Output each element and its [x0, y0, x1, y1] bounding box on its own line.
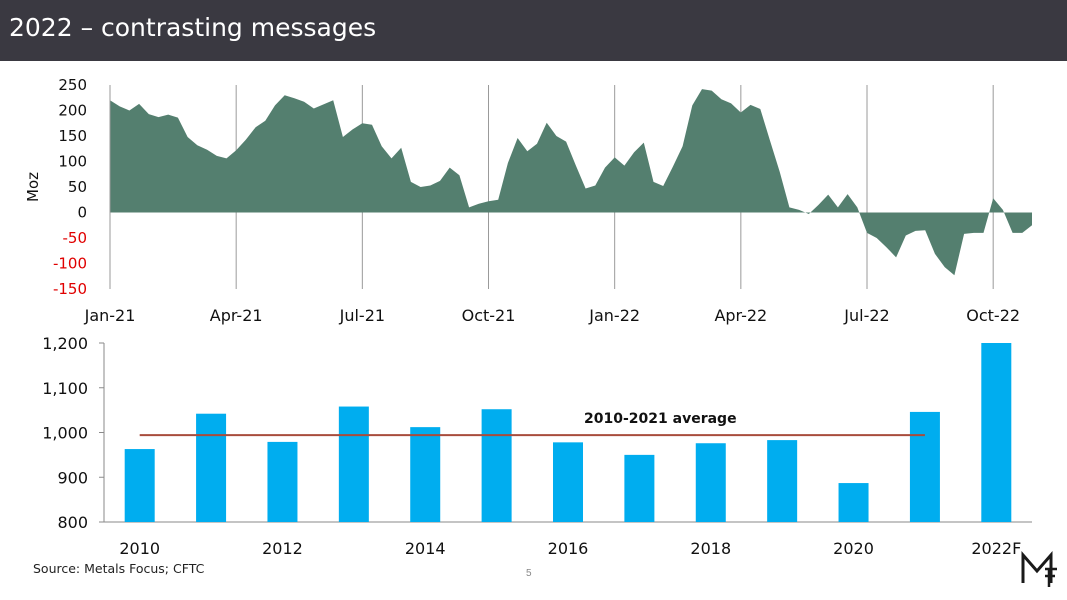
bar — [767, 440, 798, 522]
metals-focus-logo-icon — [1021, 551, 1057, 587]
bar-x-tick-label: 2022F — [971, 539, 1021, 558]
area-y-tick-label: 250 — [58, 76, 87, 94]
bar-y-tick-label: 800 — [57, 513, 88, 532]
average-line-label: 2010-2021 average — [584, 411, 737, 427]
area-y-axis-label: Moz — [24, 172, 42, 202]
bar — [196, 413, 227, 522]
area-x-tick-label: Oct-22 — [966, 306, 1020, 325]
area-y-tick-label: 0 — [77, 204, 87, 222]
bar — [981, 343, 1012, 522]
bar-chart: 1,200 1,100 1,000 900 800 2010 2012 2014 2016 201… — [42, 334, 1032, 558]
bar — [481, 409, 512, 522]
bar-x-tick-label: 2016 — [548, 539, 589, 558]
area-x-tick-label: Oct-21 — [462, 306, 516, 325]
bar-x-tick-label: 2020 — [833, 539, 874, 558]
area-x-tick-label: Jan-22 — [588, 306, 640, 325]
bar — [553, 442, 583, 522]
area-y-tick-label: 200 — [58, 102, 87, 120]
source-note: Source: Metals Focus; CFTC — [33, 561, 205, 576]
page-title: 2022 – contrasting messages — [9, 13, 377, 42]
area-x-tick-label: Jul-22 — [843, 306, 889, 325]
area-chart: 250 200 150 100 50 0 -50 -100 -150 Moz Jan-21 Apr-2… — [24, 76, 1032, 325]
area-x-tick-label: Apr-22 — [714, 306, 767, 325]
bar-x-tick-label: 2018 — [690, 539, 731, 558]
area-y-tick-label: 100 — [58, 153, 87, 171]
area-y-tick-label: -50 — [63, 229, 88, 247]
bar-y-tick-label: 1,000 — [42, 424, 88, 443]
bar-y-tick-label: 900 — [57, 468, 88, 487]
bar — [624, 454, 655, 522]
bar — [695, 443, 726, 522]
area-y-tick-label: -150 — [53, 280, 87, 298]
bar — [267, 441, 298, 522]
bar-y-tick-label: 1,200 — [42, 334, 88, 353]
area-y-tick-label: -100 — [53, 255, 87, 273]
bar — [338, 406, 369, 522]
bar — [124, 449, 155, 522]
page-number: 5 — [526, 568, 532, 579]
bar — [909, 411, 940, 522]
bar — [838, 483, 869, 522]
bar-x-tick-label: 2012 — [262, 539, 303, 558]
bar-x-tick-label: 2010 — [119, 539, 160, 558]
bar-x-tick-label: 2014 — [405, 539, 446, 558]
bar — [410, 427, 441, 522]
area-x-tick-label: Jan-21 — [84, 306, 136, 325]
area-y-tick-label: 50 — [68, 178, 87, 196]
area-series — [110, 89, 1032, 276]
area-y-tick-label: 150 — [58, 127, 87, 145]
area-x-tick-label: Apr-21 — [210, 306, 263, 325]
header-bar: 2022 – contrasting messages — [0, 0, 1067, 61]
bar-y-tick-label: 1,100 — [42, 379, 88, 398]
area-x-tick-label: Jul-21 — [339, 306, 385, 325]
